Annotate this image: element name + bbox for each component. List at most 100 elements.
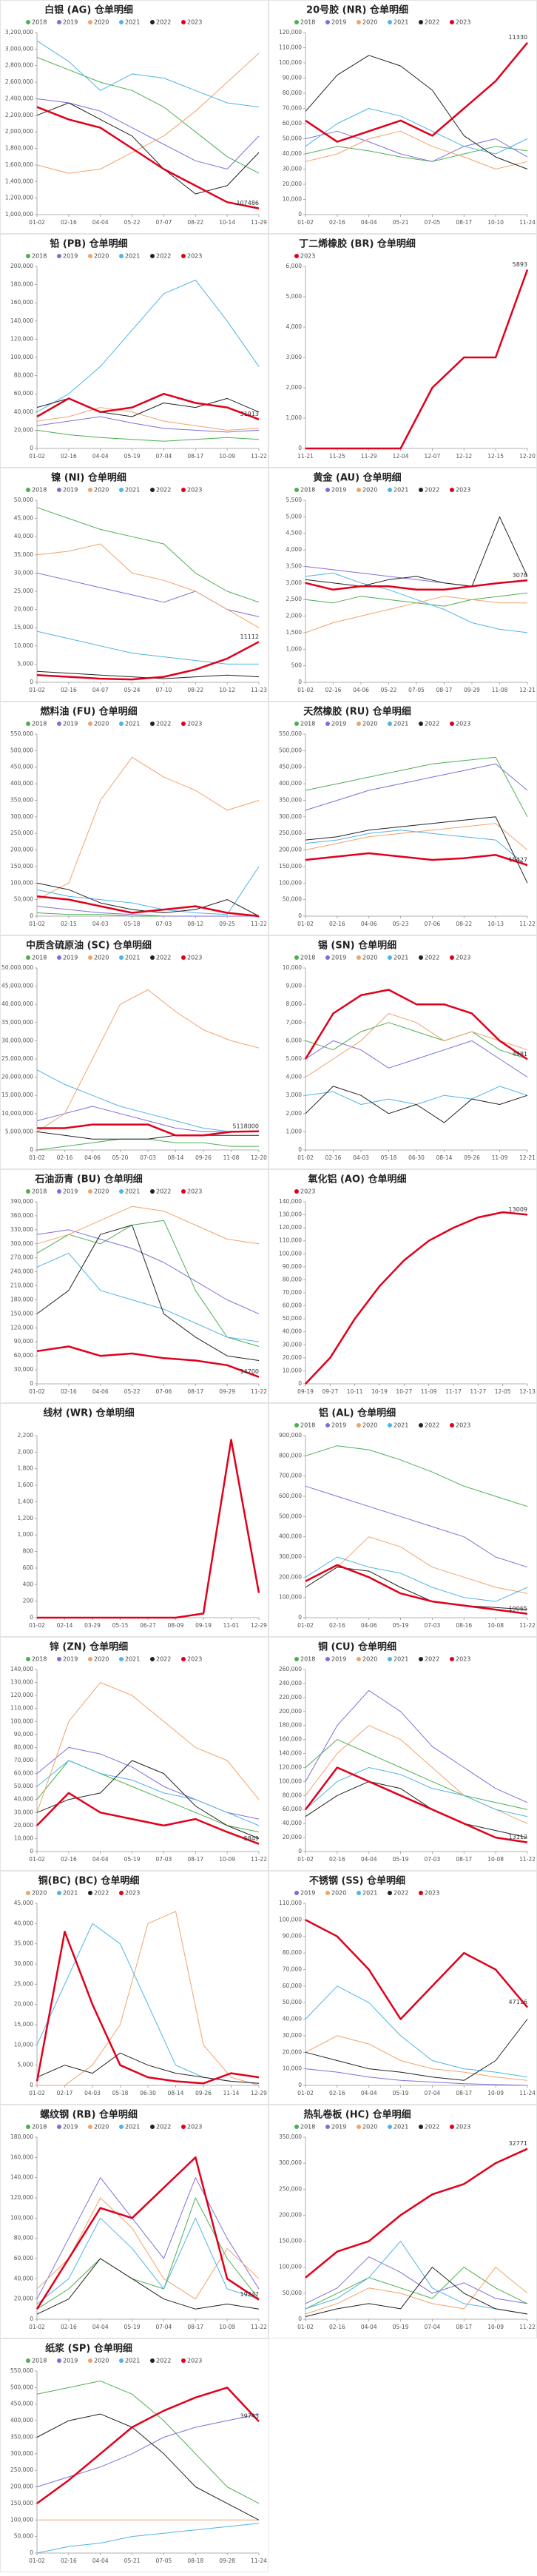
- x-tick-label: 10-09: [487, 2324, 504, 2330]
- legend-marker: [294, 1189, 299, 1194]
- chart-title: 天然橡胶 (RU) 仓单明细: [303, 706, 411, 718]
- y-tick-label: 80,000: [283, 1276, 302, 1282]
- y-tick-label: 2,000: [286, 1110, 303, 1117]
- y-tick-label: 100,000: [10, 879, 33, 886]
- panel-background: [0, 2105, 268, 2338]
- y-tick-label: 3,000: [286, 1092, 303, 1098]
- series-line: [36, 2052, 260, 2084]
- series-line: [36, 989, 260, 1132]
- y-tick-label: 160,000: [279, 1736, 302, 1743]
- y-tick-label: 100,000: [279, 879, 302, 886]
- legend-label: 2019: [331, 19, 346, 26]
- legend-marker: [388, 2125, 392, 2129]
- y-tick-label: 330,000: [10, 1226, 33, 1233]
- y-tick-label: 210,000: [10, 1282, 33, 1289]
- legend-marker: [450, 2125, 454, 2129]
- x-tick-label: 12-15: [487, 453, 504, 460]
- legend-marker: [419, 488, 423, 492]
- series-line: [36, 1682, 260, 1813]
- series-line: [36, 866, 260, 915]
- y-tick-label: 30,000: [14, 1960, 33, 1967]
- y-tick-label: 9,000: [286, 983, 303, 989]
- chart-title: 铝 (AL) 仓单明细: [319, 1408, 396, 1419]
- x-tick-label: 11-09: [492, 1154, 508, 1161]
- end-annotation: 39743: [240, 2413, 259, 2420]
- x-tick-label: 04-06: [361, 1622, 377, 1629]
- end-annotation: 19065: [509, 1605, 527, 1612]
- y-tick-label: 60,000: [283, 1302, 302, 1309]
- x-tick-label: 02-16: [61, 219, 77, 226]
- y-tick-label: 2,400,000: [5, 95, 33, 101]
- y-tick-label: 20,000: [283, 2048, 302, 2055]
- legend-label: 2020: [362, 721, 377, 727]
- series-line: [36, 40, 260, 108]
- x-tick-label: 02-16: [57, 1154, 73, 1161]
- series-line: [305, 2241, 528, 2315]
- y-tick-label: 360,000: [10, 1212, 33, 1219]
- x-tick-label: 12-21: [519, 687, 536, 693]
- x-tick-label: 08-17: [456, 219, 472, 226]
- series-line: [36, 630, 259, 665]
- series-line: [305, 572, 528, 633]
- x-tick-label: 08-17: [187, 1856, 203, 1863]
- series-line: [305, 1739, 528, 1810]
- legend-marker: [26, 722, 30, 726]
- x-tick-label: 08-12: [187, 921, 203, 927]
- legend-label: 2021: [394, 487, 408, 494]
- legend-label: 2021: [125, 1656, 140, 1663]
- series-line: [36, 102, 260, 195]
- y-tick-label: 0: [30, 2082, 33, 2088]
- legend-marker: [119, 254, 124, 258]
- legend-marker: [357, 1423, 361, 1427]
- series-line: [36, 1131, 259, 1140]
- legend-marker: [88, 722, 92, 726]
- y-tick-label: 0: [30, 1380, 33, 1387]
- legend-marker: [88, 955, 92, 960]
- legend-label: 2022: [425, 487, 439, 494]
- y-tick-label: 500,000: [279, 1513, 302, 1519]
- series-line: [305, 1211, 528, 1385]
- x-tick-label: 09-26: [195, 1154, 212, 1161]
- legend-label: 2018: [300, 1422, 315, 1429]
- x-tick-label: 10-12: [219, 687, 235, 693]
- y-tick-label: 240,000: [279, 1680, 302, 1686]
- legend-label: 2021: [362, 1890, 377, 1897]
- y-tick-label: 130,000: [10, 1679, 33, 1686]
- x-tick-label: 07-04: [156, 453, 172, 460]
- legend-marker: [57, 488, 61, 492]
- y-tick-label: 30,000: [283, 166, 302, 172]
- legend-label: 2020: [362, 1422, 377, 1429]
- legend-label: 2019: [63, 2124, 78, 2131]
- y-tick-label: 1,800,000: [5, 145, 33, 152]
- end-annotation: 107486: [236, 200, 259, 206]
- legend-marker: [450, 1423, 454, 1427]
- legend-label: 2023: [187, 487, 202, 494]
- panel-background: [268, 234, 537, 468]
- y-tick-label: 45,000,000: [1, 983, 33, 989]
- series-line: [36, 2156, 260, 2310]
- y-tick-label: 50,000: [283, 1315, 302, 1322]
- x-tick-label: 09-29: [219, 1388, 235, 1395]
- legend-label: 2021: [125, 2358, 140, 2364]
- y-tick-label: 90,000: [14, 1338, 33, 1345]
- y-tick-label: 6,000: [286, 1037, 303, 1043]
- legend-label: 2023: [456, 2124, 470, 2131]
- y-tick-label: 5,000: [286, 1055, 303, 1062]
- y-tick-label: 5,500: [286, 497, 303, 503]
- x-tick-label: 05-18: [381, 1154, 397, 1161]
- x-tick-label: 05-19: [124, 2324, 141, 2330]
- x-tick-label: 10-09: [219, 2324, 235, 2330]
- legend-marker: [325, 20, 330, 24]
- x-tick-label: 12-04: [393, 453, 409, 460]
- x-tick-label: 04-04: [92, 453, 109, 460]
- y-tick-label: 120,000: [10, 1324, 33, 1331]
- x-tick-label: 01-02: [29, 2090, 45, 2096]
- series-line: [305, 1536, 528, 1594]
- y-tick-label: 0: [30, 1848, 33, 1854]
- x-tick-label: 10-08: [487, 1622, 504, 1629]
- y-tick-label: 0: [298, 2082, 302, 2088]
- y-tick-label: 390,000: [10, 1198, 33, 1205]
- chart-title: 不锈钢 (SS) 仓单明细: [309, 1875, 405, 1887]
- series-line: [36, 416, 260, 433]
- end-annotation: 5118000: [232, 1123, 259, 1129]
